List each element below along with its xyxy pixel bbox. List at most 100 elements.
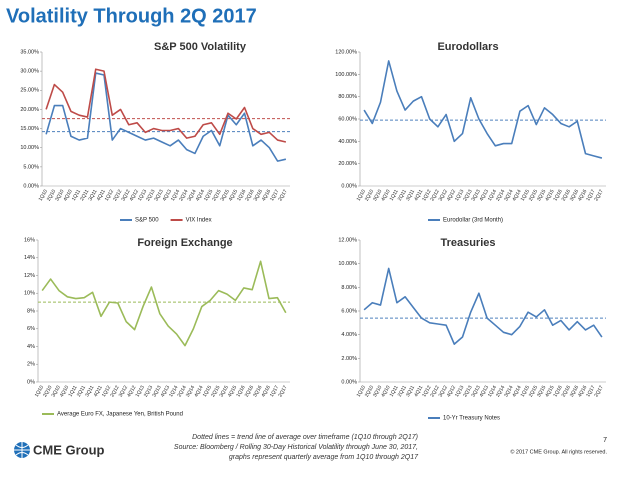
x-tick-label: 3Q11 [405,188,416,201]
chart-title: S&P 500 Volatility [154,41,247,53]
x-tick-label: 2Q12 [109,384,120,398]
x-tick-label: 4Q11 [413,188,424,201]
series-line [363,60,603,159]
x-tick-label: 2Q14 [495,384,506,398]
x-tick-label: 3Q14 [503,188,514,202]
x-tick-label: 2Q16 [561,188,572,202]
x-tick-label: 2Q10 [364,188,375,202]
x-tick-label: 2Q15 [210,384,221,398]
x-tick-label: 2Q11 [79,188,90,201]
x-tick-label: 3Q11 [84,384,95,397]
y-tick-label: 60.00% [338,116,357,122]
y-tick-label: 30.00% [20,69,39,75]
x-tick-label: 4Q11 [93,384,104,397]
x-tick-label: 3Q10 [51,384,62,398]
y-tick-label: 16% [24,237,35,243]
y-tick-label: 10.00% [338,261,357,267]
y-tick-label: 2% [27,362,35,368]
x-tick-label: 2Q11 [76,384,87,397]
x-tick-label: 1Q13 [137,188,148,202]
x-tick-label: 1Q11 [389,188,400,201]
x-tick-label: 1Q14 [170,188,181,202]
x-tick-label: 4Q13 [479,384,490,398]
x-tick-label: 3Q14 [187,188,198,202]
x-tick-label: 3Q11 [87,188,98,201]
y-tick-label: 10% [24,291,35,297]
x-tick-label: 4Q12 [126,384,137,398]
x-tick-label: 1Q15 [520,188,531,202]
y-tick-label: 6% [27,326,35,332]
x-tick-label: 4Q15 [227,384,238,398]
x-tick-label: 3Q13 [470,384,481,398]
y-tick-label: 120.00% [335,49,357,55]
x-tick-label: 2Q14 [495,188,506,202]
page-title: Volatility Through 2Q 2017 [6,5,257,27]
x-tick-label: 3Q14 [185,384,196,398]
series-line [363,267,603,345]
y-tick-label: 2.00% [341,356,357,362]
y-tick-label: 5.00% [23,164,39,170]
x-tick-label: 2Q13 [462,188,473,202]
x-tick-label: 2Q10 [46,188,57,202]
x-tick-label: 1Q11 [71,188,82,201]
logo: CME Group [14,442,105,458]
x-tick-label: 4Q14 [511,188,522,202]
x-tick-label: 2Q10 [42,384,53,398]
x-tick-label: 2Q14 [178,188,189,202]
x-tick-label: 4Q15 [544,384,555,398]
x-tick-label: 4Q10 [380,188,391,202]
x-tick-label: 4Q13 [162,188,173,202]
y-tick-label: 20.00% [20,107,39,113]
x-tick-label: 1Q16 [235,384,246,398]
footer-note: Dotted lines = trend line of average ove… [192,434,418,441]
x-tick-label: 2Q16 [244,384,255,398]
x-tick-label: 4Q14 [511,384,522,398]
y-tick-label: 8.00% [341,285,357,291]
x-tick-label: 1Q15 [202,384,213,398]
x-tick-label: 3Q12 [118,384,129,398]
x-tick-label: 3Q13 [153,188,164,202]
y-tick-label: 25.00% [20,88,39,94]
x-tick-label: 4Q12 [129,188,140,202]
x-tick-label: 1Q16 [552,188,563,202]
x-tick-label: 4Q10 [59,384,70,398]
x-tick-label: 4Q16 [261,384,272,398]
y-tick-label: 6.00% [341,308,357,314]
series-line [45,68,287,143]
x-tick-label: 2Q10 [364,384,375,398]
x-tick-label: 3Q15 [536,384,547,398]
x-tick-label: 1Q13 [454,188,465,202]
y-tick-label: 0.00% [23,183,39,189]
y-tick-label: 4% [27,344,35,350]
x-tick-label: 1Q17 [269,384,280,398]
x-tick-label: 1Q17 [269,188,280,202]
series-line [41,260,287,347]
x-tick-label: 1Q12 [421,188,432,202]
x-tick-label: 3Q16 [569,384,580,398]
y-tick-label: 100.00% [335,72,357,78]
x-tick-label: 1Q11 [68,384,79,397]
x-tick-label: 3Q16 [569,188,580,202]
y-tick-label: 12% [24,273,35,279]
x-tick-label: 3Q15 [219,384,230,398]
x-tick-label: 2Q12 [429,188,440,202]
legend-label: VIX Index [186,218,212,224]
x-tick-label: 4Q16 [577,188,588,202]
x-tick-label: 1Q12 [104,188,115,202]
x-tick-label: 1Q13 [135,384,146,398]
chart-title: Treasuries [440,237,495,249]
x-tick-label: 3Q12 [438,384,449,398]
x-tick-label: 3Q10 [372,188,383,202]
x-tick-label: 1Q17 [585,384,596,398]
footer-source: graphs represent quarterly average from … [229,454,419,461]
x-tick-label: 3Q15 [536,188,547,202]
y-tick-label: 15.00% [20,126,39,132]
x-tick-label: 4Q12 [446,384,457,398]
x-tick-label: 1Q14 [487,188,498,202]
y-tick-label: 8% [27,308,35,314]
x-tick-label: 4Q11 [96,188,107,201]
x-tick-label: 4Q14 [193,384,204,398]
x-tick-label: 4Q10 [380,384,391,398]
x-tick-label: 2Q17 [593,188,604,202]
